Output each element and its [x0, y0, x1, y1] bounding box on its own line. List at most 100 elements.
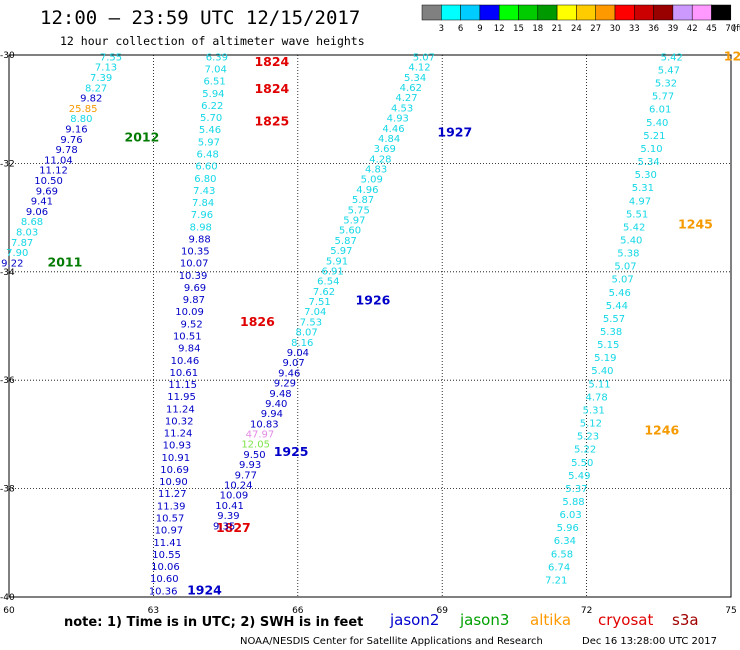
- swh-value-label: 5.34: [637, 157, 659, 168]
- swh-value-label: 5.32: [655, 79, 677, 90]
- y-tick-label: -40: [0, 593, 15, 603]
- track-time-label: 12: [724, 48, 740, 63]
- swh-value-label: 10.32: [165, 416, 194, 427]
- color-scale-swatch: [537, 4, 558, 21]
- swh-value-label: 5.07: [614, 262, 636, 273]
- swh-value-label: 10.83: [250, 419, 279, 430]
- swh-value-label: 4.46: [382, 124, 404, 135]
- swh-value-label: 6.22: [201, 101, 223, 112]
- track: 6.39 7.046.515.946.225.705.465.976.48 6.60…: [149, 52, 290, 597]
- color-scale-label: 21: [552, 24, 563, 34]
- swh-value-label: 9.94: [261, 409, 283, 420]
- swh-value-label: 9.93: [239, 460, 261, 471]
- plot-grid: [9, 55, 731, 597]
- color-scale-label: 12: [494, 24, 505, 34]
- track-time-label: 1925: [274, 444, 309, 459]
- swh-value-label: 8.80: [70, 114, 92, 125]
- swh-value-label: 6.48: [197, 149, 219, 160]
- swh-value-label: 10.36: [149, 586, 178, 597]
- swh-value-label: 10.60: [150, 574, 179, 585]
- swh-value-label: 7.21: [545, 575, 567, 586]
- color-scale-label: 9: [477, 24, 482, 34]
- swh-value-label: 6.74: [548, 562, 570, 573]
- swh-value-label: 5.38: [617, 249, 639, 260]
- color-scale-label: 18: [532, 24, 543, 34]
- color-scale-label: 6: [458, 24, 463, 34]
- swh-value-label: 9.29: [274, 379, 296, 390]
- swh-value-label: 6.03: [560, 510, 582, 521]
- swh-value-label: 4.97: [629, 196, 651, 207]
- color-scale-swatch: [614, 4, 635, 21]
- color-scale-swatch: [576, 4, 596, 21]
- swh-value-label: 5.46: [199, 125, 221, 136]
- swh-value-label: 9.06: [26, 207, 48, 218]
- swh-value-label: 5.22: [574, 445, 596, 456]
- swh-value-label: 9.78: [55, 145, 77, 156]
- swh-value-label: 7.84: [192, 198, 214, 209]
- color-scale-label: 33: [629, 24, 640, 34]
- satellite-legend-label: altika: [530, 611, 571, 629]
- color-scale-swatch: [672, 4, 693, 21]
- track: 5.074.125.344.624.274.534.934.464.843.69…: [213, 52, 472, 532]
- swh-value-label: 4.96: [356, 185, 378, 196]
- swh-value-label: 10.46: [171, 356, 200, 367]
- swh-value-label: 7.87: [11, 238, 33, 249]
- swh-value-label: 11.39: [157, 501, 186, 512]
- swh-value-label: 11.27: [158, 489, 187, 500]
- y-tick-label: -30: [0, 51, 15, 61]
- color-scale-label: 3: [439, 24, 444, 34]
- color-scale-swatch: [556, 4, 577, 21]
- swh-value-label: 7.62: [313, 287, 335, 298]
- swh-value-label: 9.40: [265, 399, 287, 410]
- swh-value-label: 8.03: [16, 227, 38, 238]
- x-tick-label: 66: [292, 606, 304, 616]
- swh-value-label: 9.52: [180, 319, 202, 330]
- swh-value-label: 10.07: [180, 259, 209, 270]
- swh-value-label: 9.69: [184, 283, 206, 294]
- swh-value-label: 9.87: [183, 295, 205, 306]
- swh-value-label: 5.42: [661, 52, 683, 63]
- color-scale-label: 42: [687, 24, 698, 34]
- satellite-legend: jason2 jason3 altika cryosat s3a: [389, 611, 699, 629]
- swh-value-label: 9.07: [282, 358, 304, 369]
- swh-value-label: 5.40: [591, 366, 613, 377]
- swh-value-label: 7.96: [191, 210, 213, 221]
- swh-value-label: 5.77: [652, 92, 674, 103]
- track-time-label: 1246: [644, 422, 679, 437]
- note-text: note: 1) Time is in UTC; 2) SWH is in fe…: [64, 615, 363, 630]
- swh-value-label: 11.15: [168, 380, 197, 391]
- swh-value-label: 5.88: [562, 497, 584, 508]
- color-scale-swatch: [498, 4, 519, 21]
- swh-value-label: 10.93: [163, 441, 192, 452]
- swh-value-label: 5.96: [557, 523, 579, 534]
- swh-value-label: 10.97: [155, 526, 184, 537]
- swh-value-label: 5.87: [352, 195, 374, 206]
- swh-value-label: 10.35: [181, 247, 210, 258]
- swh-value-label: 6.01: [649, 105, 671, 116]
- swh-value-label: 4.78: [586, 392, 608, 403]
- swh-value-label: 5.30: [635, 170, 657, 181]
- swh-value-label: 9.16: [65, 125, 87, 136]
- swh-value-label: 5.19: [594, 353, 616, 364]
- x-tick-label: 75: [725, 606, 736, 616]
- swh-value-label: 4.93: [387, 114, 409, 125]
- swh-value-label: 10.90: [159, 477, 188, 488]
- swh-value-label: 4.12: [408, 63, 430, 74]
- swh-value-label: 11.24: [164, 429, 193, 440]
- track-time-label: 1824: [254, 54, 289, 69]
- swh-value-label: 8.68: [21, 217, 43, 228]
- swh-value-label: 11.24: [166, 404, 195, 415]
- swh-value-label: 5.94: [202, 89, 224, 100]
- color-scale-swatch: [421, 4, 442, 21]
- color-scale-label: 39: [667, 24, 678, 34]
- swh-value-label: 9.46: [278, 368, 300, 379]
- swh-value-label: 9.50: [243, 450, 265, 461]
- track: 7.557.137.398.279.8225.858.809.169.769.7…: [1, 52, 159, 269]
- swh-value-label: 5.40: [646, 118, 668, 129]
- swh-value-label: 7.51: [308, 297, 330, 308]
- swh-value-label: 3.69: [374, 144, 396, 155]
- color-scale-label: 70: [725, 24, 736, 34]
- track-time-label: 1245: [678, 216, 713, 231]
- color-scale-label: 45: [706, 24, 717, 34]
